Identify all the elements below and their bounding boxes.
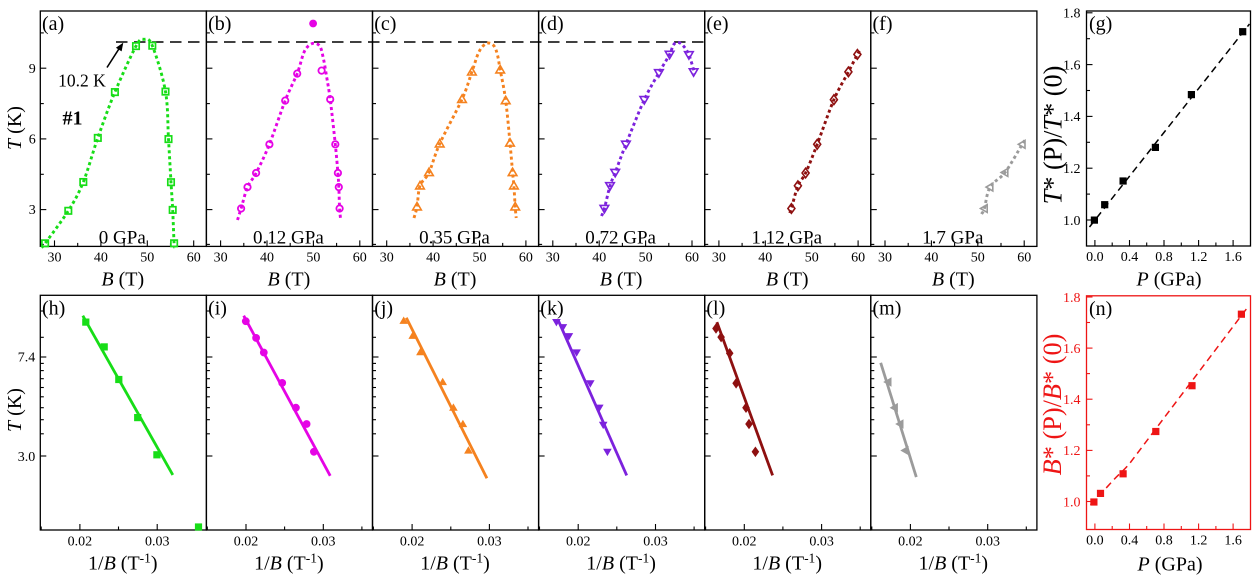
svg-text:6: 6 bbox=[29, 133, 36, 148]
svg-text:1.2: 1.2 bbox=[1063, 444, 1081, 459]
svg-text:1.7 GPa: 1.7 GPa bbox=[922, 228, 984, 249]
svg-text:50: 50 bbox=[140, 251, 154, 266]
svg-text:40: 40 bbox=[758, 251, 772, 266]
svg-text:1.8: 1.8 bbox=[1063, 7, 1081, 22]
svg-text:0.0: 0.0 bbox=[1086, 534, 1104, 549]
svg-text:0.02: 0.02 bbox=[732, 534, 757, 549]
svg-text:30: 30 bbox=[380, 251, 394, 266]
svg-text:B (T): B (T) bbox=[932, 269, 975, 291]
svg-text:1.6: 1.6 bbox=[1224, 250, 1242, 265]
svg-text:1.6: 1.6 bbox=[1063, 58, 1081, 73]
svg-text:30: 30 bbox=[712, 251, 726, 266]
svg-text:0 GPa: 0 GPa bbox=[99, 228, 147, 249]
svg-text:B (T): B (T) bbox=[268, 269, 311, 291]
svg-text:60: 60 bbox=[353, 251, 367, 266]
svg-text:9: 9 bbox=[29, 62, 36, 77]
svg-text:(j): (j) bbox=[374, 298, 393, 320]
svg-text:0.02: 0.02 bbox=[898, 534, 923, 549]
svg-text:3: 3 bbox=[29, 203, 36, 218]
svg-text:60: 60 bbox=[1017, 251, 1031, 266]
svg-text:1.12 GPa: 1.12 GPa bbox=[751, 228, 822, 249]
svg-text:0.72 GPa: 0.72 GPa bbox=[585, 228, 656, 249]
svg-text:50: 50 bbox=[639, 251, 653, 266]
svg-text:(a): (a) bbox=[42, 13, 64, 35]
svg-text:40: 40 bbox=[94, 251, 108, 266]
svg-text:B* (P)/B* (0): B* (P)/B* (0) bbox=[1038, 334, 1067, 476]
svg-text:7.4: 7.4 bbox=[18, 351, 36, 366]
svg-text:(f): (f) bbox=[873, 13, 893, 35]
svg-text:#1: #1 bbox=[63, 108, 83, 130]
svg-text:0.8: 0.8 bbox=[1155, 250, 1173, 265]
svg-text:30: 30 bbox=[878, 251, 892, 266]
svg-text:30: 30 bbox=[546, 251, 560, 266]
svg-text:P (GPa): P (GPa) bbox=[1136, 269, 1202, 291]
svg-text:1.2: 1.2 bbox=[1190, 534, 1208, 549]
svg-text:1.4: 1.4 bbox=[1063, 393, 1081, 408]
svg-text:60: 60 bbox=[187, 251, 201, 266]
svg-text:1.8: 1.8 bbox=[1063, 291, 1081, 306]
svg-text:60: 60 bbox=[851, 251, 865, 266]
svg-text:60: 60 bbox=[519, 251, 533, 266]
svg-text:(i): (i) bbox=[208, 298, 227, 320]
svg-text:(h): (h) bbox=[42, 298, 65, 320]
svg-text:1.2: 1.2 bbox=[1063, 162, 1081, 177]
svg-text:0.8: 0.8 bbox=[1155, 534, 1173, 549]
svg-text:30: 30 bbox=[48, 251, 62, 266]
svg-text:0.03: 0.03 bbox=[477, 534, 502, 549]
svg-text:(d): (d) bbox=[540, 13, 563, 35]
svg-text:0.02: 0.02 bbox=[68, 534, 93, 549]
svg-text:0.03: 0.03 bbox=[145, 534, 170, 549]
svg-text:B (T): B (T) bbox=[766, 269, 809, 291]
svg-text:1.2: 1.2 bbox=[1190, 250, 1208, 265]
svg-text:P (GPa): P (GPa) bbox=[1137, 553, 1203, 575]
svg-text:T* (P)/T* (0): T* (P)/T* (0) bbox=[1039, 66, 1068, 205]
svg-text:0.35 GPa: 0.35 GPa bbox=[419, 228, 490, 249]
svg-text:(k): (k) bbox=[540, 298, 563, 320]
svg-text:10.2 K: 10.2 K bbox=[58, 71, 106, 91]
svg-text:B (T): B (T) bbox=[600, 269, 643, 291]
svg-text:0.02: 0.02 bbox=[566, 534, 591, 549]
svg-text:0.12 GPa: 0.12 GPa bbox=[253, 228, 324, 249]
svg-text:50: 50 bbox=[473, 251, 487, 266]
svg-text:1.0: 1.0 bbox=[1063, 214, 1081, 229]
svg-text:(n): (n) bbox=[1089, 298, 1112, 320]
svg-text:1.4: 1.4 bbox=[1063, 110, 1081, 125]
svg-text:0.4: 0.4 bbox=[1121, 534, 1139, 549]
svg-text:(c): (c) bbox=[374, 13, 396, 35]
svg-text:(l): (l) bbox=[706, 298, 725, 320]
svg-text:40: 40 bbox=[924, 251, 938, 266]
svg-text:0.02: 0.02 bbox=[400, 534, 425, 549]
svg-text:0.03: 0.03 bbox=[975, 534, 1000, 549]
svg-text:0.03: 0.03 bbox=[311, 534, 336, 549]
svg-text:0.03: 0.03 bbox=[809, 534, 834, 549]
svg-text:40: 40 bbox=[592, 251, 606, 266]
svg-text:(g): (g) bbox=[1089, 13, 1112, 35]
svg-text:40: 40 bbox=[260, 251, 274, 266]
svg-text:0.0: 0.0 bbox=[1086, 250, 1104, 265]
svg-text:0.4: 0.4 bbox=[1121, 250, 1139, 265]
svg-text:30: 30 bbox=[214, 251, 228, 266]
svg-text:50: 50 bbox=[971, 251, 985, 266]
svg-text:0.02: 0.02 bbox=[234, 534, 259, 549]
svg-text:0.03: 0.03 bbox=[643, 534, 668, 549]
svg-text:1.6: 1.6 bbox=[1224, 534, 1242, 549]
svg-text:B (T): B (T) bbox=[101, 269, 144, 291]
svg-text:B (T): B (T) bbox=[434, 269, 477, 291]
svg-text:40: 40 bbox=[426, 251, 440, 266]
svg-text:50: 50 bbox=[306, 251, 320, 266]
svg-text:3.0: 3.0 bbox=[18, 450, 36, 465]
svg-text:T (K): T (K) bbox=[4, 388, 26, 432]
svg-text:(e): (e) bbox=[706, 13, 728, 35]
svg-text:(m): (m) bbox=[873, 298, 902, 320]
svg-text:1.0: 1.0 bbox=[1063, 495, 1081, 510]
svg-text:60: 60 bbox=[685, 251, 699, 266]
svg-text:50: 50 bbox=[805, 251, 819, 266]
svg-text:T (K): T (K) bbox=[4, 106, 26, 150]
svg-text:1.6: 1.6 bbox=[1063, 342, 1081, 357]
svg-text:(b): (b) bbox=[208, 13, 231, 35]
